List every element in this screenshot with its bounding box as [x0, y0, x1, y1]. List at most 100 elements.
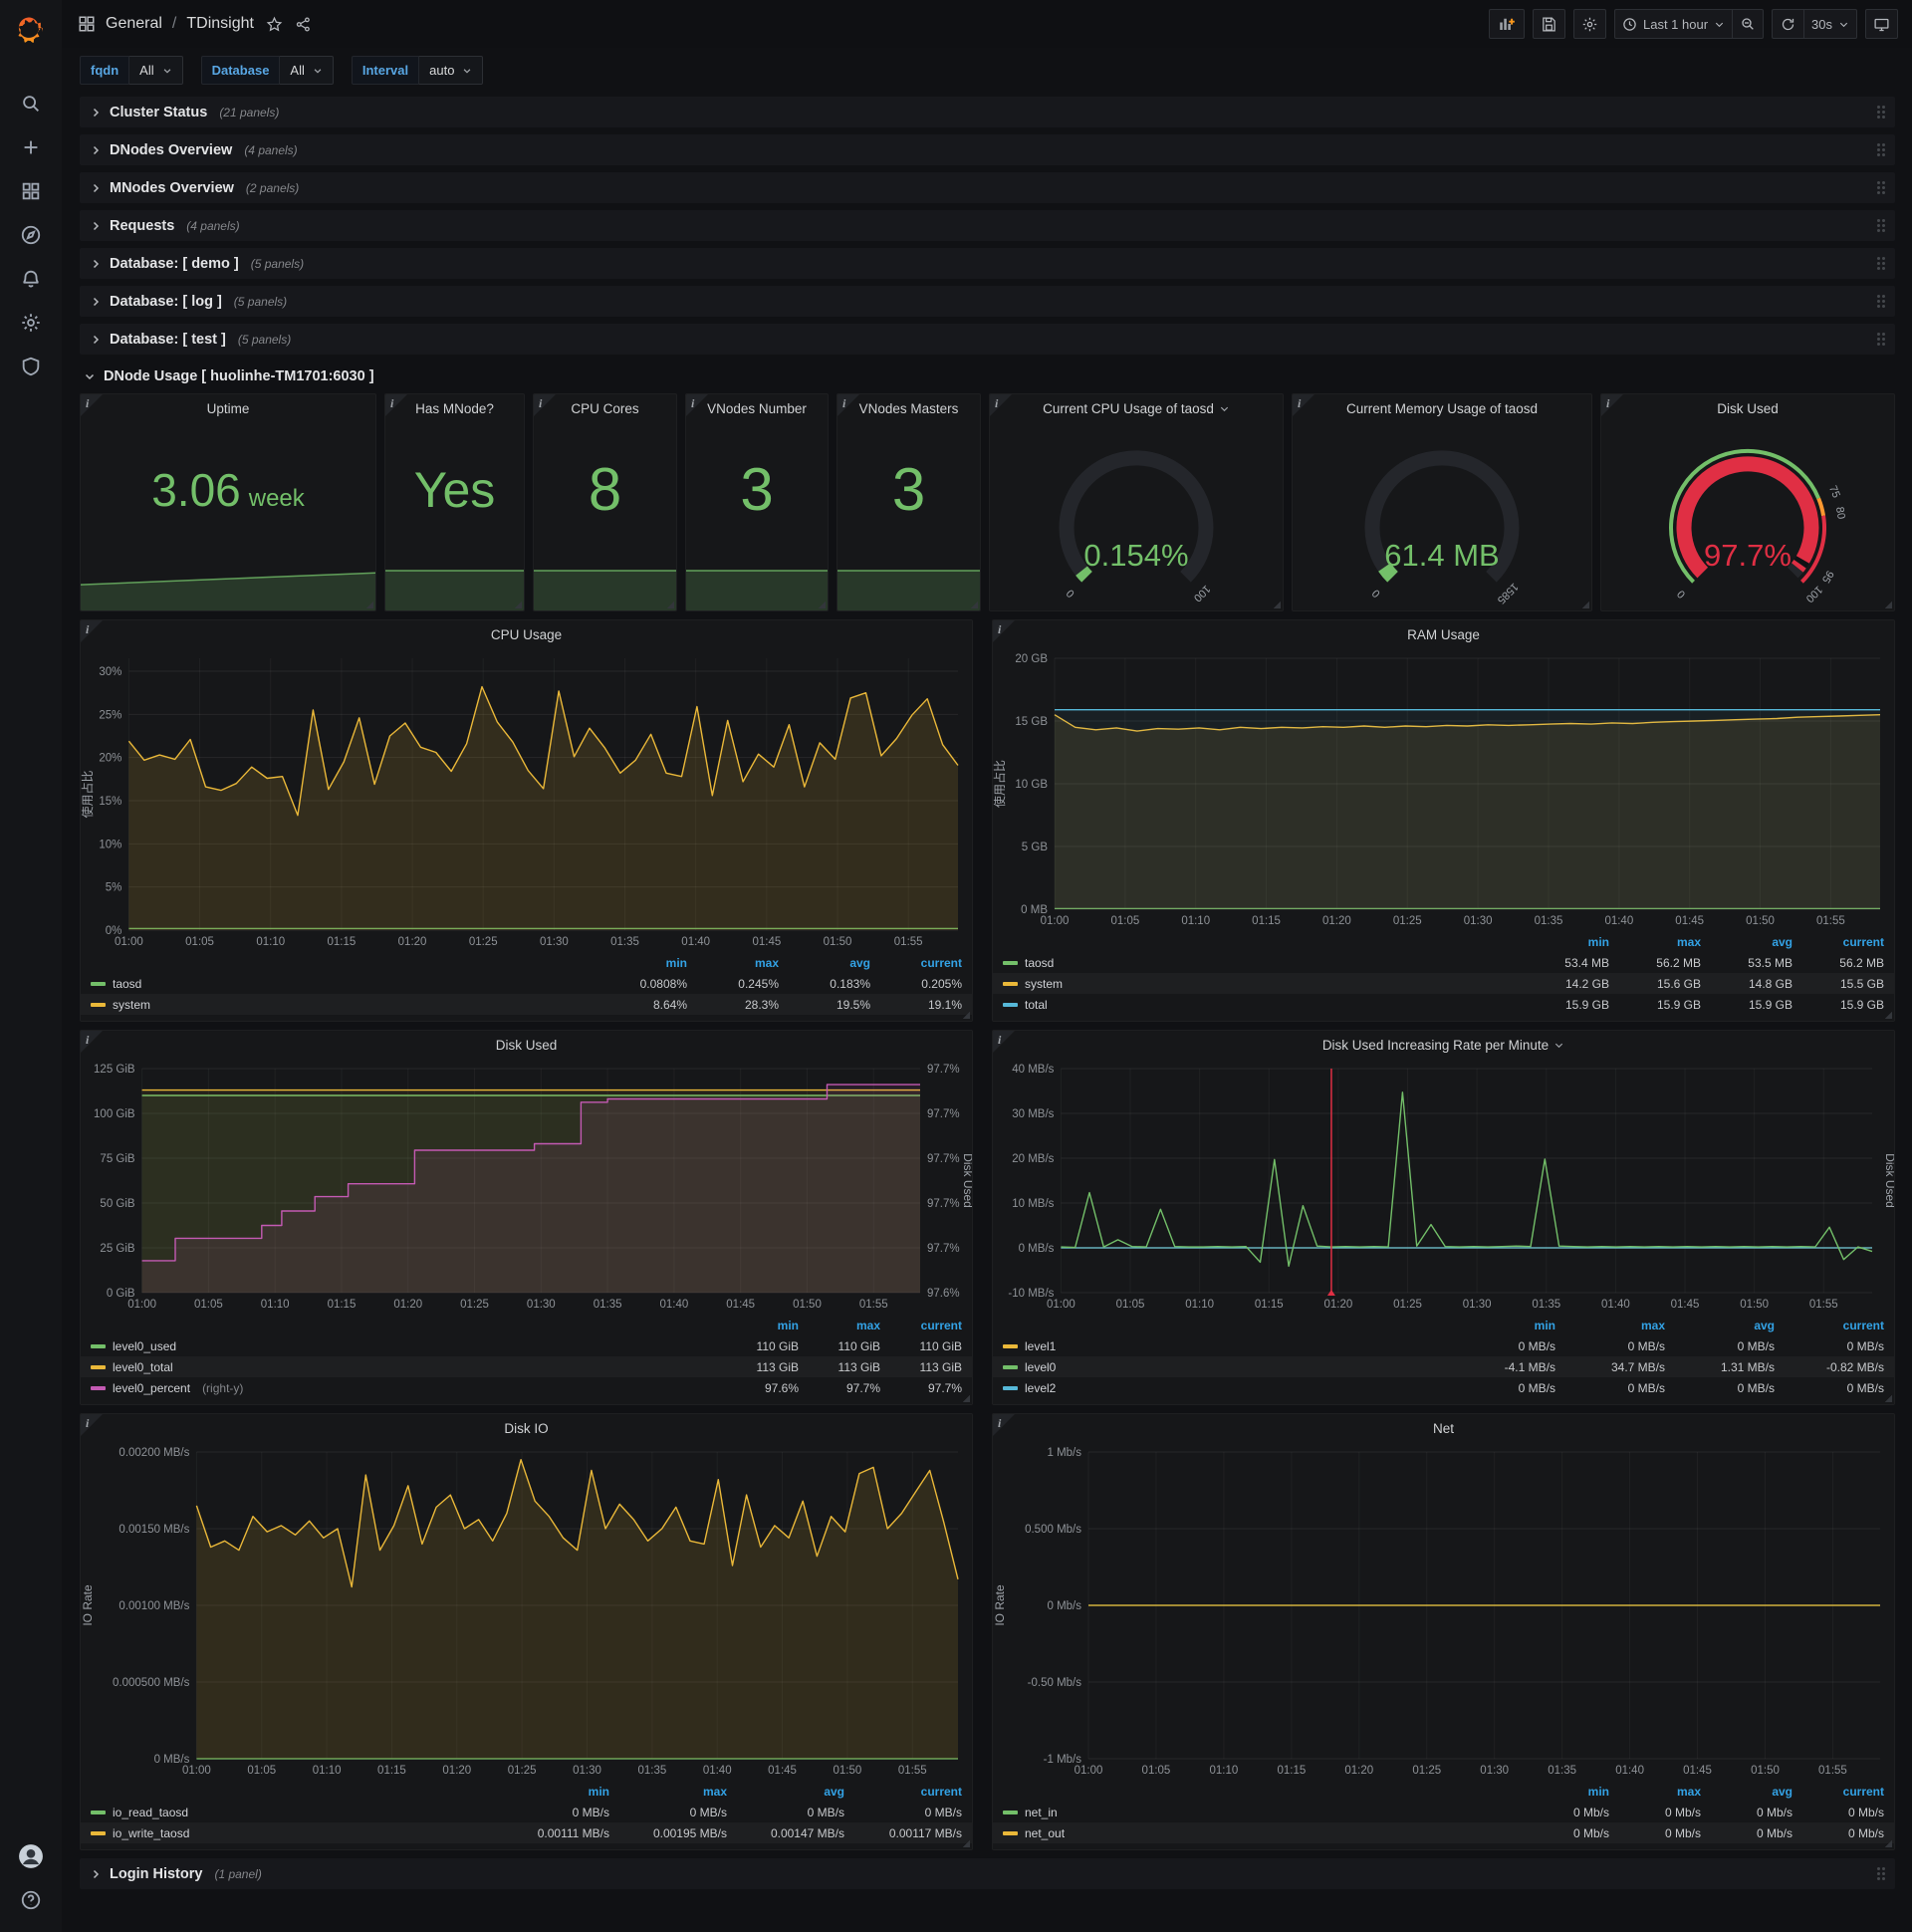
row-mnodes-overview[interactable]: MNodes Overview (2 panels)	[80, 172, 1895, 203]
panel-info-corner[interactable]	[990, 394, 1012, 416]
star-icon[interactable]	[266, 16, 283, 33]
add-panel-button[interactable]	[1488, 9, 1525, 39]
chart-plot[interactable]: 01:00 01:05 01:10 01:15 01:20 01:25 01:30 01:35…	[993, 1059, 1894, 1313]
cycle-view-mode-button[interactable]	[1865, 9, 1898, 39]
legend-stat-header[interactable]: max	[702, 1784, 727, 1799]
zoom-out-time-button[interactable]	[1732, 9, 1765, 39]
row-login-history[interactable]: Login History (1 panel)	[80, 1858, 1895, 1889]
legend-series-toggle[interactable]: io_read_taosd	[91, 1806, 188, 1819]
panel-info-corner[interactable]	[686, 394, 708, 416]
legend-stat-header[interactable]: max	[1640, 1318, 1665, 1332]
chart-plot[interactable]: 01:00 01:05 01:10 01:15 01:20 01:25 01:30 01:35…	[993, 1442, 1894, 1779]
refresh-interval-picker[interactable]: 30s	[1803, 9, 1857, 39]
share-icon[interactable]	[295, 16, 312, 33]
legend-stat-header[interactable]: current	[920, 955, 962, 970]
row-drag-handle[interactable]	[1877, 181, 1885, 194]
legend-stat-header[interactable]: min	[665, 955, 687, 970]
panel-info-corner[interactable]	[993, 620, 1015, 642]
dashboard-grid-icon[interactable]	[78, 15, 96, 33]
variable-label[interactable]: fqdn	[80, 56, 130, 85]
legend-series-toggle[interactable]: taosd	[1003, 956, 1054, 970]
row-database-log-[interactable]: Database: [ log ] (5 panels)	[80, 286, 1895, 317]
variable-value-dropdown[interactable]: All	[280, 56, 334, 85]
panel-info-corner[interactable]	[81, 394, 103, 416]
panel-header[interactable]: i CPU Cores	[534, 394, 676, 422]
row-drag-handle[interactable]	[1877, 257, 1885, 270]
grafana-logo-icon[interactable]	[9, 10, 53, 54]
panel-info-corner[interactable]	[385, 394, 407, 416]
panel-header[interactable]: i CPU Usage	[81, 620, 972, 648]
create-plus-icon[interactable]	[11, 127, 51, 167]
panel-header[interactable]: i Current Memory Usage of taosd	[1293, 394, 1591, 422]
row-cluster-status[interactable]: Cluster Status (21 panels)	[80, 97, 1895, 127]
legend-series-toggle[interactable]: net_in	[1003, 1806, 1058, 1819]
legend-stat-header[interactable]: max	[1676, 934, 1701, 949]
panel-info-corner[interactable]	[837, 394, 859, 416]
legend-stat-header[interactable]: current	[1842, 934, 1884, 949]
variable-label[interactable]: Database	[200, 56, 281, 85]
row-drag-handle[interactable]	[1877, 106, 1885, 119]
panel-header[interactable]: i VNodes Number	[686, 394, 828, 422]
legend-stat-header[interactable]: current	[1842, 1318, 1884, 1332]
row-drag-handle[interactable]	[1877, 295, 1885, 308]
panel-header[interactable]: i VNodes Masters	[837, 394, 980, 422]
panel-header[interactable]: i Disk Used Increasing Rate per Minute	[993, 1031, 1894, 1059]
panel-header[interactable]: i Net	[993, 1414, 1894, 1442]
search-icon[interactable]	[11, 84, 51, 123]
legend-series-toggle[interactable]: io_write_taosd	[91, 1826, 189, 1840]
panel-header[interactable]: i Disk Used	[1601, 394, 1894, 422]
help-icon[interactable]	[11, 1880, 51, 1920]
user-avatar[interactable]	[11, 1836, 51, 1876]
server-admin-shield-icon[interactable]	[11, 347, 51, 386]
legend-stat-header[interactable]: avg	[1754, 1318, 1775, 1332]
legend-series-toggle[interactable]: level0	[1003, 1360, 1056, 1374]
legend-series-toggle[interactable]: taosd	[91, 977, 141, 991]
dashboards-icon[interactable]	[11, 171, 51, 211]
legend-stat-header[interactable]: avg	[1772, 934, 1792, 949]
panel-info-corner[interactable]	[993, 1031, 1015, 1053]
panel-info-corner[interactable]	[81, 1031, 103, 1053]
legend-stat-header[interactable]: avg	[824, 1784, 844, 1799]
row-database-demo-[interactable]: Database: [ demo ] (5 panels)	[80, 248, 1895, 279]
row-dnodes-overview[interactable]: DNodes Overview (4 panels)	[80, 134, 1895, 165]
panel-info-corner[interactable]	[534, 394, 556, 416]
panel-info-corner[interactable]	[1601, 394, 1623, 416]
chart-plot[interactable]: 01:00 01:05 01:10 01:15 01:20 01:25 01:30 01:35…	[81, 648, 972, 950]
legend-stat-header[interactable]: min	[777, 1318, 799, 1332]
legend-series-toggle[interactable]: level0_used	[91, 1339, 176, 1353]
legend-series-toggle[interactable]: total	[1003, 998, 1048, 1012]
legend-series-toggle[interactable]: level2	[1003, 1381, 1056, 1395]
panel-info-corner[interactable]	[993, 1414, 1015, 1436]
explore-compass-icon[interactable]	[11, 215, 51, 255]
legend-stat-header[interactable]: avg	[1772, 1784, 1792, 1799]
panel-header[interactable]: i Current CPU Usage of taosd	[990, 394, 1283, 422]
row-requests[interactable]: Requests (4 panels)	[80, 210, 1895, 241]
legend-stat-header[interactable]: max	[754, 955, 779, 970]
time-range-picker[interactable]: Last 1 hour	[1613, 9, 1733, 39]
panel-header[interactable]: i Disk IO	[81, 1414, 972, 1442]
legend-stat-header[interactable]: min	[588, 1784, 609, 1799]
legend-stat-header[interactable]: current	[1842, 1784, 1884, 1799]
legend-series-toggle[interactable]: system	[91, 998, 150, 1012]
save-dashboard-button[interactable]	[1532, 9, 1565, 39]
configuration-gear-icon[interactable]	[11, 303, 51, 343]
panel-info-corner[interactable]	[81, 1414, 103, 1436]
row-dnode-usage[interactable]: DNode Usage [ huolinhe-TM1701:6030 ]	[80, 362, 1895, 391]
variable-value-dropdown[interactable]: All	[129, 56, 183, 85]
legend-stat-header[interactable]: avg	[849, 955, 870, 970]
breadcrumb-folder[interactable]: General	[106, 15, 162, 32]
legend-series-toggle[interactable]: level0_total	[91, 1360, 173, 1374]
alerts-bell-icon[interactable]	[11, 259, 51, 299]
chart-plot[interactable]: 01:00 01:05 01:10 01:15 01:20 01:25 01:30 01:35…	[81, 1059, 972, 1313]
legend-series-toggle[interactable]: system	[1003, 977, 1063, 991]
legend-series-toggle[interactable]: level0_percent (right-y)	[91, 1381, 243, 1395]
row-drag-handle[interactable]	[1877, 143, 1885, 156]
variable-label[interactable]: Interval	[351, 56, 420, 85]
legend-stat-header[interactable]: max	[855, 1318, 880, 1332]
chart-plot[interactable]: 01:00 01:05 01:10 01:15 01:20 01:25 01:30 01:35…	[993, 648, 1894, 929]
legend-stat-header[interactable]: min	[1587, 934, 1609, 949]
legend-series-toggle[interactable]: level1	[1003, 1339, 1056, 1353]
legend-stat-header[interactable]: current	[920, 1784, 962, 1799]
legend-stat-header[interactable]: min	[1587, 1784, 1609, 1799]
panel-info-corner[interactable]	[1293, 394, 1314, 416]
